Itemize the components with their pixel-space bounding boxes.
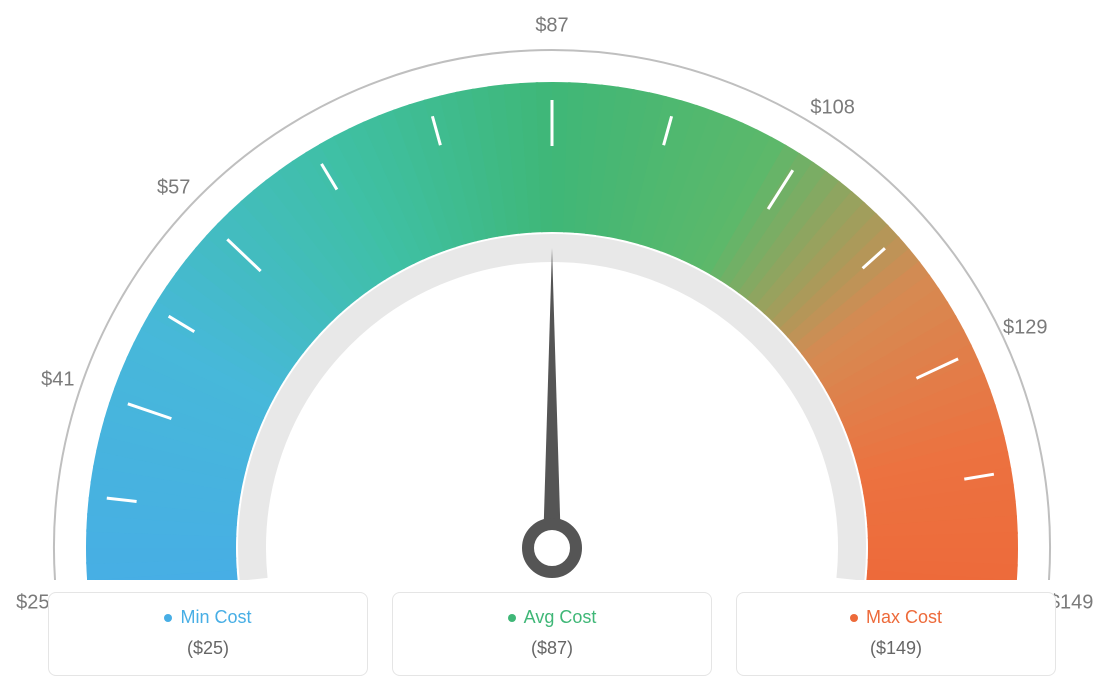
- legend-value: ($25): [59, 638, 357, 659]
- legend-value: ($87): [403, 638, 701, 659]
- legend-value: ($149): [747, 638, 1045, 659]
- legend-card: Max Cost ($149): [736, 592, 1056, 676]
- gauge-tick-label: $41: [41, 368, 74, 391]
- legend-dot-icon: [850, 614, 858, 622]
- legend-label: Avg Cost: [524, 607, 597, 628]
- gauge-tick-label: $57: [157, 177, 190, 200]
- legend-dot-icon: [508, 614, 516, 622]
- legend-title: Min Cost: [164, 607, 251, 628]
- legend-title: Max Cost: [850, 607, 942, 628]
- gauge-chart: $25$41$57$87$108$129$149: [0, 0, 1104, 580]
- legend-card: Min Cost ($25): [48, 592, 368, 676]
- legend-label: Max Cost: [866, 607, 942, 628]
- gauge-tick-label: $108: [810, 96, 855, 119]
- legend-label: Min Cost: [180, 607, 251, 628]
- legend-card: Avg Cost ($87): [392, 592, 712, 676]
- gauge-tick-label: $87: [535, 15, 568, 38]
- legend-row: Min Cost ($25) Avg Cost ($87) Max Cost ($149): [0, 592, 1104, 676]
- legend-title: Avg Cost: [508, 607, 597, 628]
- gauge-tick-label: $129: [1003, 316, 1048, 339]
- gauge-svg: [0, 0, 1104, 580]
- legend-dot-icon: [164, 614, 172, 622]
- gauge-needle-hub: [528, 524, 576, 572]
- gauge-needle: [543, 248, 561, 548]
